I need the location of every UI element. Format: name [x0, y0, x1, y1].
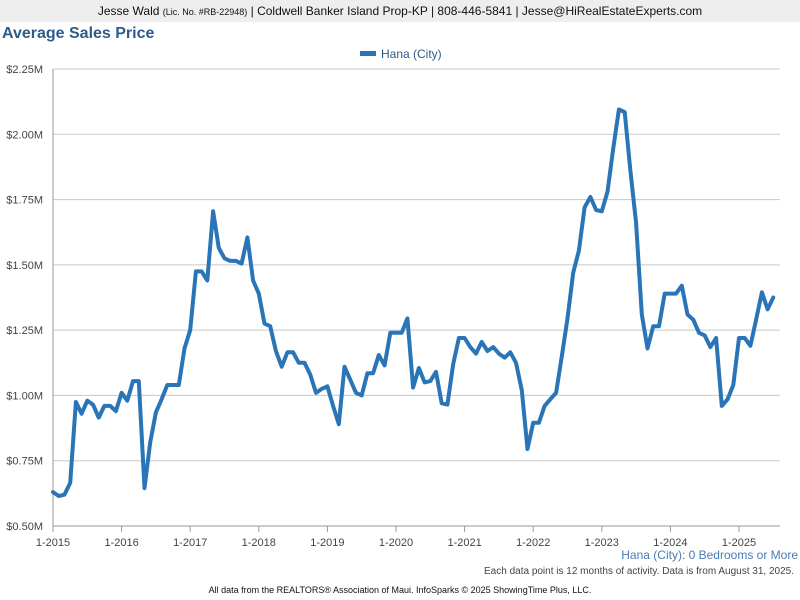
x-tick-label: 1-2015 [36, 537, 70, 549]
series-line-hana-city[interactable] [51, 107, 776, 498]
y-tick-label: $0.50M [6, 521, 43, 533]
x-tick-label: 1-2016 [104, 537, 138, 549]
agent-contact: | Coldwell Banker Island Prop-KP | 808-4… [250, 4, 703, 18]
y-tick-label: $1.25M [6, 325, 43, 337]
x-tick-label: 1-2019 [310, 537, 344, 549]
footer-note: All data from the REALTORS® Association … [208, 585, 592, 595]
legend[interactable]: Hana (City) [360, 47, 442, 61]
x-tick-label: 1-2024 [653, 537, 687, 549]
tick-labels: $2.25M $2.00M $1.75M $1.50M $1.25M $1.00M $0.7… [6, 64, 756, 549]
x-tick-label: 1-2023 [585, 537, 619, 549]
y-tick-label: $2.00M [6, 129, 43, 141]
y-tick-label: $1.00M [6, 390, 43, 402]
y-tick-label: $0.75M [6, 456, 43, 468]
filter-note[interactable]: Hana (City): 0 Bedrooms or More [621, 548, 798, 562]
agent-name: Jesse Wald [97, 4, 160, 18]
x-tick-label: 1-2022 [516, 537, 550, 549]
chart-title: Average Sales Price [2, 25, 155, 42]
legend-swatch [360, 51, 376, 56]
data-note: Each data point is 12 months of activity… [484, 566, 794, 577]
gridlines [53, 68, 780, 462]
axes [52, 69, 780, 532]
agent-header: Jesse Wald (Lic. No. #RB-22948) | Coldwe… [0, 0, 800, 22]
x-tick-label: 1-2017 [173, 537, 207, 549]
x-tick-label: 1-2021 [447, 537, 481, 549]
series-layer [51, 107, 776, 498]
y-tick-label: $2.25M [6, 64, 43, 76]
x-tick-label: 1-2020 [379, 537, 413, 549]
y-tick-label: $1.50M [6, 260, 43, 272]
y-tick-label: $1.75M [6, 195, 43, 207]
x-tick-label: 1-2018 [242, 537, 276, 549]
agent-license: (Lic. No. #RB-22948) [162, 7, 248, 17]
x-tick-label: 1-2025 [722, 537, 756, 549]
legend-label[interactable]: Hana (City) [381, 47, 442, 61]
